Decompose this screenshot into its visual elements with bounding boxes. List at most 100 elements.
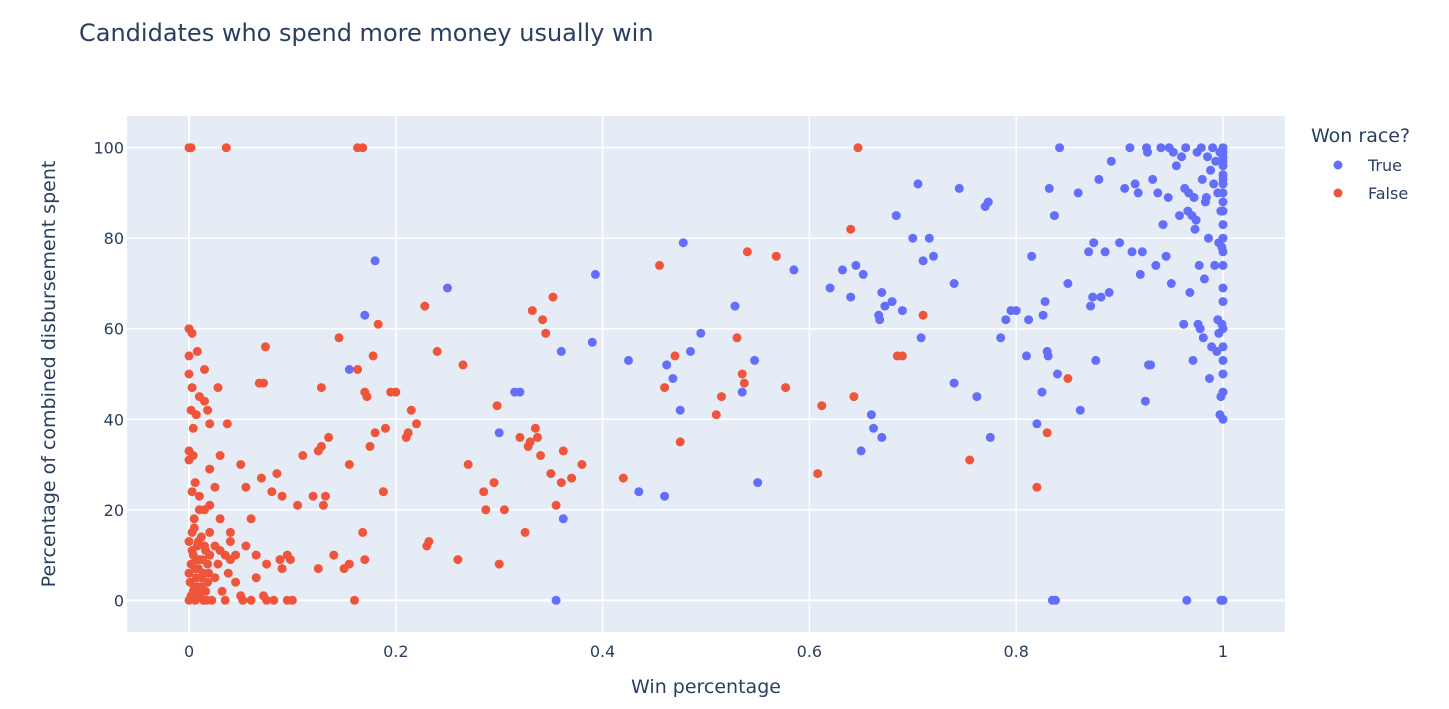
data-point-false[interactable] xyxy=(204,568,214,578)
data-point-false[interactable] xyxy=(525,437,535,447)
legend-marker-true[interactable] xyxy=(1333,160,1343,170)
data-point-false[interactable] xyxy=(660,383,670,393)
data-point-false[interactable] xyxy=(551,500,561,510)
data-point-true[interactable] xyxy=(929,251,938,261)
data-point-true[interactable] xyxy=(1001,315,1011,325)
data-point-true[interactable] xyxy=(360,310,370,320)
data-point-true[interactable] xyxy=(825,283,835,293)
data-point-true[interactable] xyxy=(875,315,885,325)
data-point-true[interactable] xyxy=(1188,355,1198,365)
data-point-true[interactable] xyxy=(1153,188,1163,198)
data-point-true[interactable] xyxy=(590,269,600,279)
data-point-true[interactable] xyxy=(1143,147,1152,157)
data-point-true[interactable] xyxy=(1177,152,1187,162)
data-point-false[interactable] xyxy=(853,143,863,153)
data-point-false[interactable] xyxy=(272,469,282,479)
data-point-true[interactable] xyxy=(1127,247,1137,257)
data-point-false[interactable] xyxy=(215,451,225,460)
data-point-false[interactable] xyxy=(190,478,200,488)
data-point-false[interactable] xyxy=(215,514,225,524)
data-point-false[interactable] xyxy=(184,537,194,546)
data-point-false[interactable] xyxy=(223,568,233,578)
data-point-true[interactable] xyxy=(1043,351,1053,361)
data-point-true[interactable] xyxy=(880,301,890,311)
data-point-true[interactable] xyxy=(996,333,1006,343)
data-point-false[interactable] xyxy=(538,315,548,325)
data-point-true[interactable] xyxy=(370,256,380,266)
data-point-true[interactable] xyxy=(1027,251,1037,261)
data-point-false[interactable] xyxy=(655,260,664,270)
data-point-true[interactable] xyxy=(587,337,597,347)
data-point-true[interactable] xyxy=(1218,414,1228,424)
data-point-false[interactable] xyxy=(675,437,685,447)
data-point-true[interactable] xyxy=(851,260,861,270)
data-point-false[interactable] xyxy=(1032,482,1042,492)
data-point-true[interactable] xyxy=(1168,147,1178,157)
data-point-false[interactable] xyxy=(187,487,197,497)
data-point-false[interactable] xyxy=(463,460,473,469)
data-point-false[interactable] xyxy=(717,392,726,402)
data-point-false[interactable] xyxy=(358,527,368,537)
data-point-true[interactable] xyxy=(675,405,685,415)
data-point-false[interactable] xyxy=(262,595,272,605)
data-point-true[interactable] xyxy=(838,265,847,275)
data-point-false[interactable] xyxy=(221,143,231,153)
data-point-false[interactable] xyxy=(200,541,209,551)
data-point-true[interactable] xyxy=(916,333,926,343)
data-point-true[interactable] xyxy=(1086,301,1096,311)
data-point-false[interactable] xyxy=(207,595,217,605)
data-point-false[interactable] xyxy=(897,351,907,361)
data-point-true[interactable] xyxy=(678,238,688,248)
data-point-false[interactable] xyxy=(489,478,499,488)
data-point-true[interactable] xyxy=(753,478,763,488)
data-point-false[interactable] xyxy=(231,577,241,587)
data-point-true[interactable] xyxy=(949,378,959,388)
data-point-false[interactable] xyxy=(275,555,285,565)
data-point-true[interactable] xyxy=(668,374,678,383)
data-point-false[interactable] xyxy=(817,401,827,411)
data-point-false[interactable] xyxy=(251,550,261,560)
data-point-false[interactable] xyxy=(737,369,747,379)
data-point-true[interactable] xyxy=(1063,279,1073,288)
data-point-true[interactable] xyxy=(1218,206,1228,216)
data-point-false[interactable] xyxy=(222,419,232,429)
data-point-true[interactable] xyxy=(1218,220,1228,230)
data-point-false[interactable] xyxy=(261,342,270,352)
data-point-false[interactable] xyxy=(191,573,201,583)
data-point-true[interactable] xyxy=(515,387,525,397)
data-point-false[interactable] xyxy=(316,441,326,451)
data-point-true[interactable] xyxy=(1206,165,1216,175)
data-point-true[interactable] xyxy=(1179,319,1189,329)
data-point-true[interactable] xyxy=(730,301,740,311)
data-point-true[interactable] xyxy=(1100,247,1110,257)
data-point-true[interactable] xyxy=(660,491,670,501)
data-point-false[interactable] xyxy=(203,405,213,415)
data-point-true[interactable] xyxy=(737,387,747,397)
data-point-true[interactable] xyxy=(1216,595,1226,605)
data-point-false[interactable] xyxy=(412,419,421,429)
data-point-true[interactable] xyxy=(1218,342,1228,352)
data-point-true[interactable] xyxy=(983,197,993,207)
data-point-true[interactable] xyxy=(1218,324,1228,334)
data-point-true[interactable] xyxy=(1073,188,1083,198)
data-point-true[interactable] xyxy=(1088,292,1098,302)
data-point-true[interactable] xyxy=(1158,220,1168,230)
data-point-true[interactable] xyxy=(972,392,982,402)
data-point-false[interactable] xyxy=(187,383,197,393)
data-point-false[interactable] xyxy=(200,365,209,374)
data-point-false[interactable] xyxy=(267,487,277,497)
data-point-false[interactable] xyxy=(324,432,334,442)
data-point-false[interactable] xyxy=(391,387,401,397)
data-point-true[interactable] xyxy=(924,233,934,243)
data-point-false[interactable] xyxy=(492,401,502,411)
data-point-true[interactable] xyxy=(624,355,633,365)
data-point-true[interactable] xyxy=(1175,211,1184,221)
data-point-false[interactable] xyxy=(241,541,251,551)
data-point-false[interactable] xyxy=(541,328,551,338)
data-point-false[interactable] xyxy=(813,469,823,479)
data-point-true[interactable] xyxy=(1040,297,1050,307)
data-point-true[interactable] xyxy=(908,233,918,243)
data-point-false[interactable] xyxy=(365,441,375,451)
data-point-false[interactable] xyxy=(313,564,323,574)
data-point-false[interactable] xyxy=(188,423,198,433)
